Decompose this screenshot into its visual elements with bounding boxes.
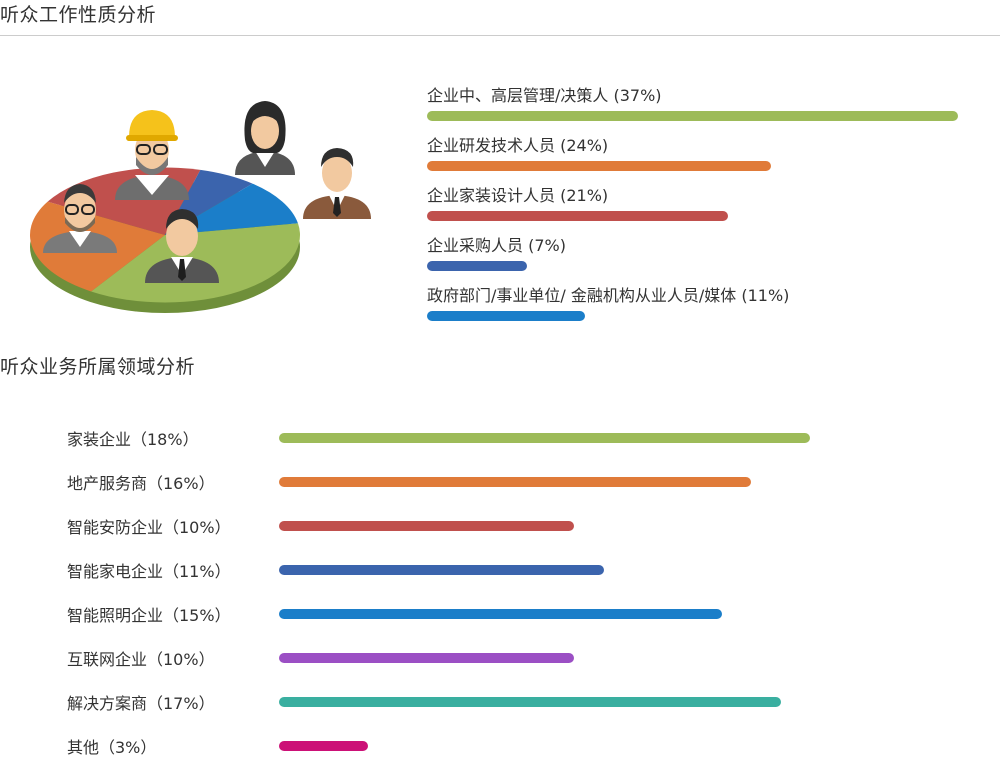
person-glasses-man-icon bbox=[43, 184, 117, 253]
bar-1 bbox=[427, 111, 958, 121]
person-man-right-icon bbox=[303, 148, 371, 219]
bar-label-5: 智能照明企业（15%） bbox=[67, 606, 231, 625]
bar-label-4: 企业采购人员 (7%) bbox=[427, 236, 566, 255]
people-pie-illustration-icon bbox=[30, 101, 371, 313]
bar-2 bbox=[279, 477, 751, 487]
pie-slice-blue bbox=[165, 183, 298, 235]
bar-label-6: 互联网企业（10%） bbox=[67, 650, 215, 669]
bar-7 bbox=[279, 697, 781, 707]
bar-4 bbox=[279, 565, 604, 575]
bar-label-3: 企业家装设计人员 (21%) bbox=[427, 186, 609, 205]
bar-5 bbox=[427, 311, 585, 321]
bar-label-1: 企业中、高层管理/决策人 (37%) bbox=[427, 86, 662, 105]
bar-1 bbox=[279, 433, 810, 443]
title-divider bbox=[0, 35, 1000, 36]
bar-label-2: 企业研发技术人员 (24%) bbox=[427, 136, 609, 155]
bar-3 bbox=[427, 211, 728, 221]
bar-label-1: 家装企业（18%） bbox=[67, 430, 199, 449]
bar-label-8: 其他（3%） bbox=[67, 738, 157, 757]
bar-label-4: 智能家电企业（11%） bbox=[67, 562, 231, 581]
person-woman-icon bbox=[235, 101, 295, 175]
section-title-business-domain: 听众业务所属领域分析 bbox=[0, 356, 196, 378]
person-helmet-icon bbox=[115, 110, 189, 200]
bar-6 bbox=[279, 653, 574, 663]
bar-3 bbox=[279, 521, 574, 531]
person-suit-man-icon bbox=[145, 209, 219, 283]
bar-5 bbox=[279, 609, 722, 619]
bar-4 bbox=[427, 261, 527, 271]
bar-label-7: 解决方案商（17%） bbox=[67, 694, 215, 713]
bar-label-2: 地产服务商（16%） bbox=[67, 474, 215, 493]
bar-label-5: 政府部门/事业单位/ 金融机构从业人员/媒体 (11%) bbox=[427, 286, 790, 305]
bar-label-3: 智能安防企业（10%） bbox=[67, 518, 231, 537]
bar-8 bbox=[279, 741, 368, 751]
section-title-job-nature: 听众工作性质分析 bbox=[0, 4, 157, 26]
bar-2 bbox=[427, 161, 771, 171]
